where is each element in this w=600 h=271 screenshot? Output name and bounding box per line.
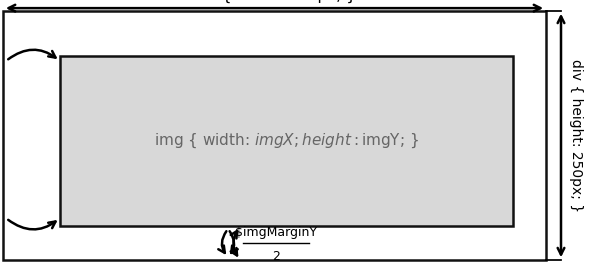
Text: div { height: 250px; }: div { height: 250px; } (569, 59, 583, 212)
Text: $imgMarginY: $imgMarginY (235, 226, 317, 239)
Bar (60, 56, 513, 226)
Text: img { width: $imgX; height: $imgY; }: img { width: $imgX; height: $imgY; } (154, 132, 419, 150)
Text: 2: 2 (272, 250, 280, 263)
Text: div { width: 550px; }: div { width: 550px; } (193, 0, 355, 3)
